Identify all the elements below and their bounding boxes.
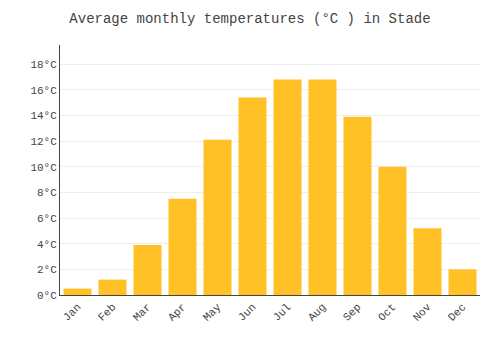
svg-text:Sep: Sep <box>341 301 363 323</box>
svg-text:Dec: Dec <box>446 301 468 323</box>
svg-text:14°C: 14°C <box>30 110 57 122</box>
svg-text:8°C: 8°C <box>37 187 57 199</box>
svg-text:Feb: Feb <box>96 301 118 323</box>
svg-text:Jul: Jul <box>271 301 293 323</box>
svg-text:16°C: 16°C <box>30 85 57 97</box>
svg-text:Average monthly temperatures (: Average monthly temperatures (°C ) in St… <box>69 11 430 27</box>
svg-text:4°C: 4°C <box>37 239 57 251</box>
svg-text:Mar: Mar <box>131 301 153 323</box>
svg-text:May: May <box>201 301 224 324</box>
svg-text:Jun: Jun <box>236 301 258 323</box>
svg-text:Oct: Oct <box>376 301 398 323</box>
svg-text:10°C: 10°C <box>30 162 57 174</box>
svg-text:Nov: Nov <box>411 301 434 324</box>
svg-text:Apr: Apr <box>166 301 188 323</box>
svg-text:6°C: 6°C <box>37 213 57 225</box>
svg-text:0°C: 0°C <box>37 290 57 302</box>
svg-text:Aug: Aug <box>306 301 328 323</box>
svg-text:12°C: 12°C <box>30 136 57 148</box>
svg-text:2°C: 2°C <box>37 264 57 276</box>
svg-text:18°C: 18°C <box>30 59 57 71</box>
svg-text:Jan: Jan <box>61 301 83 323</box>
